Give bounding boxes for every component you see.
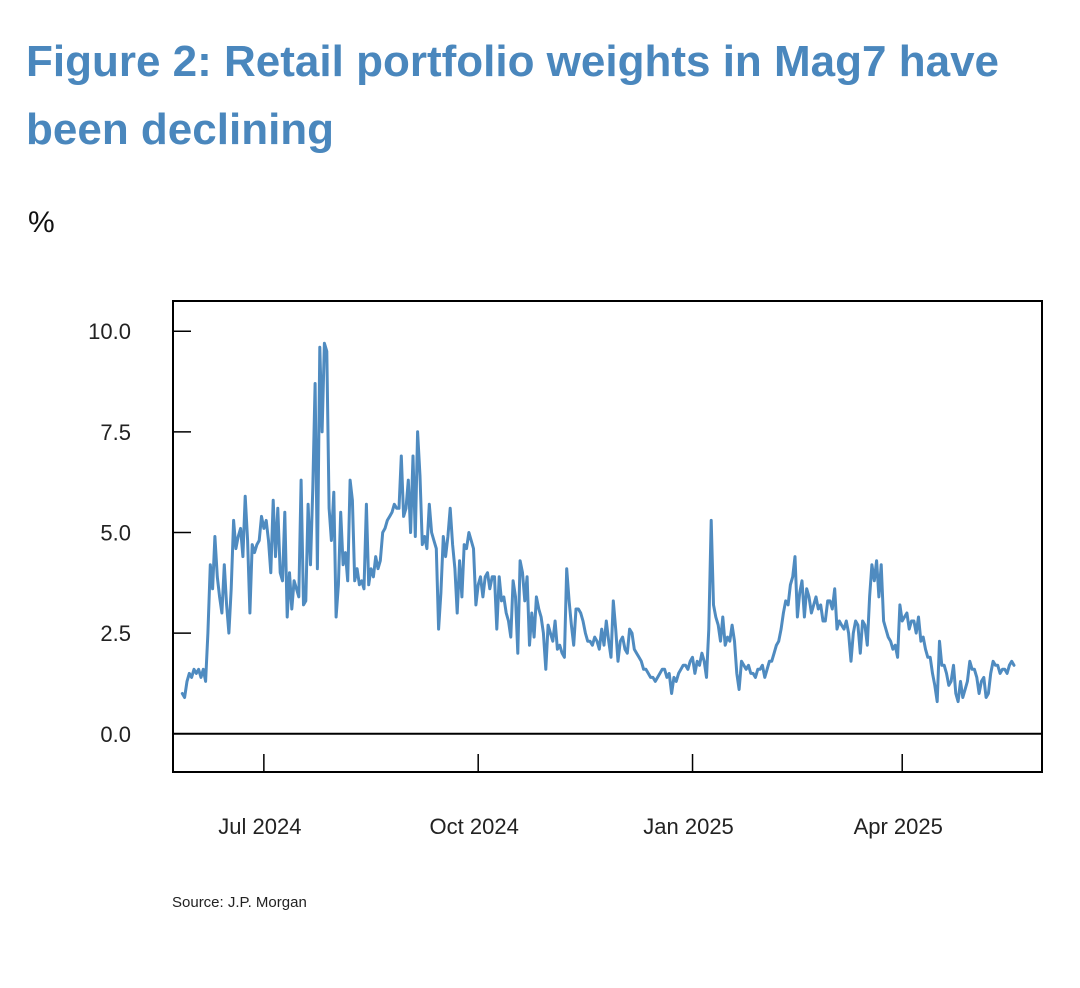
y-tick-label: 7.5 — [100, 420, 131, 445]
y-tick-label: 0.0 — [100, 722, 131, 747]
x-tick-label: Apr 2025 — [854, 814, 943, 839]
y-tick-label: 2.5 — [100, 621, 131, 646]
unit-label: % — [28, 206, 55, 239]
x-tick-label: Oct 2024 — [430, 814, 519, 839]
x-tick-label: Jan 2025 — [643, 814, 734, 839]
series-line-mag7-weight — [180, 341, 1016, 704]
source-note: Source: J.P. Morgan — [172, 894, 307, 911]
figure-title: Figure 2: Retail portfolio weights in Ma… — [26, 37, 1000, 154]
x-tick-label: Jul 2024 — [218, 814, 301, 839]
y-tick-label: 10.0 — [88, 319, 131, 344]
y-tick-label: 5.0 — [100, 520, 131, 545]
x-axis: Jul 2024 Oct 2024 Jan 2025 Apr 2025 — [218, 754, 943, 839]
